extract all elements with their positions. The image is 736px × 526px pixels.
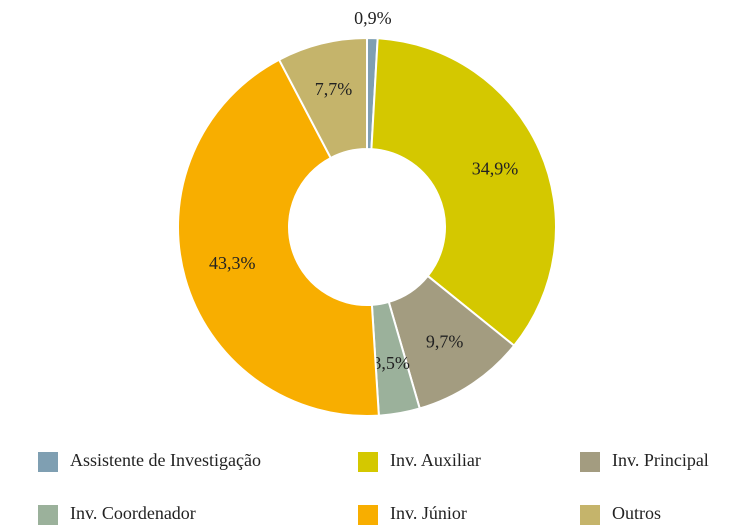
legend-label: Inv. Principal [612, 450, 709, 470]
legend-label: Inv. Auxiliar [390, 450, 481, 470]
legend-swatch [38, 505, 58, 525]
data-label: 9,7% [426, 332, 464, 352]
data-label: 7,7% [315, 79, 353, 99]
legend-swatch [580, 452, 600, 472]
data-label: 34,9% [472, 158, 519, 178]
legend-label: Inv. Coordenador [70, 503, 196, 523]
legend-swatch [38, 452, 58, 472]
data-label: 3,5% [372, 353, 410, 373]
donut-slice [370, 37, 557, 348]
legend-swatch [580, 505, 600, 525]
legend-label: Outros [612, 503, 661, 523]
donut-slice [277, 36, 368, 160]
data-label: 0,9% [354, 8, 392, 28]
legend-label: Inv. Júnior [390, 503, 467, 523]
legend-swatch [358, 452, 378, 472]
data-label: 43,3% [209, 253, 256, 273]
donut-slice [177, 58, 380, 417]
legend-label: Assistente de Investigação [70, 450, 261, 470]
legend-swatch [358, 505, 378, 525]
